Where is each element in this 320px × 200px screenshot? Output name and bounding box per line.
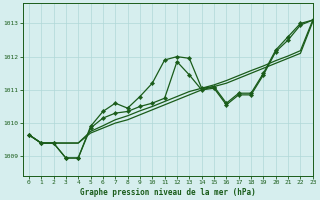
X-axis label: Graphe pression niveau de la mer (hPa): Graphe pression niveau de la mer (hPa) <box>80 188 256 197</box>
